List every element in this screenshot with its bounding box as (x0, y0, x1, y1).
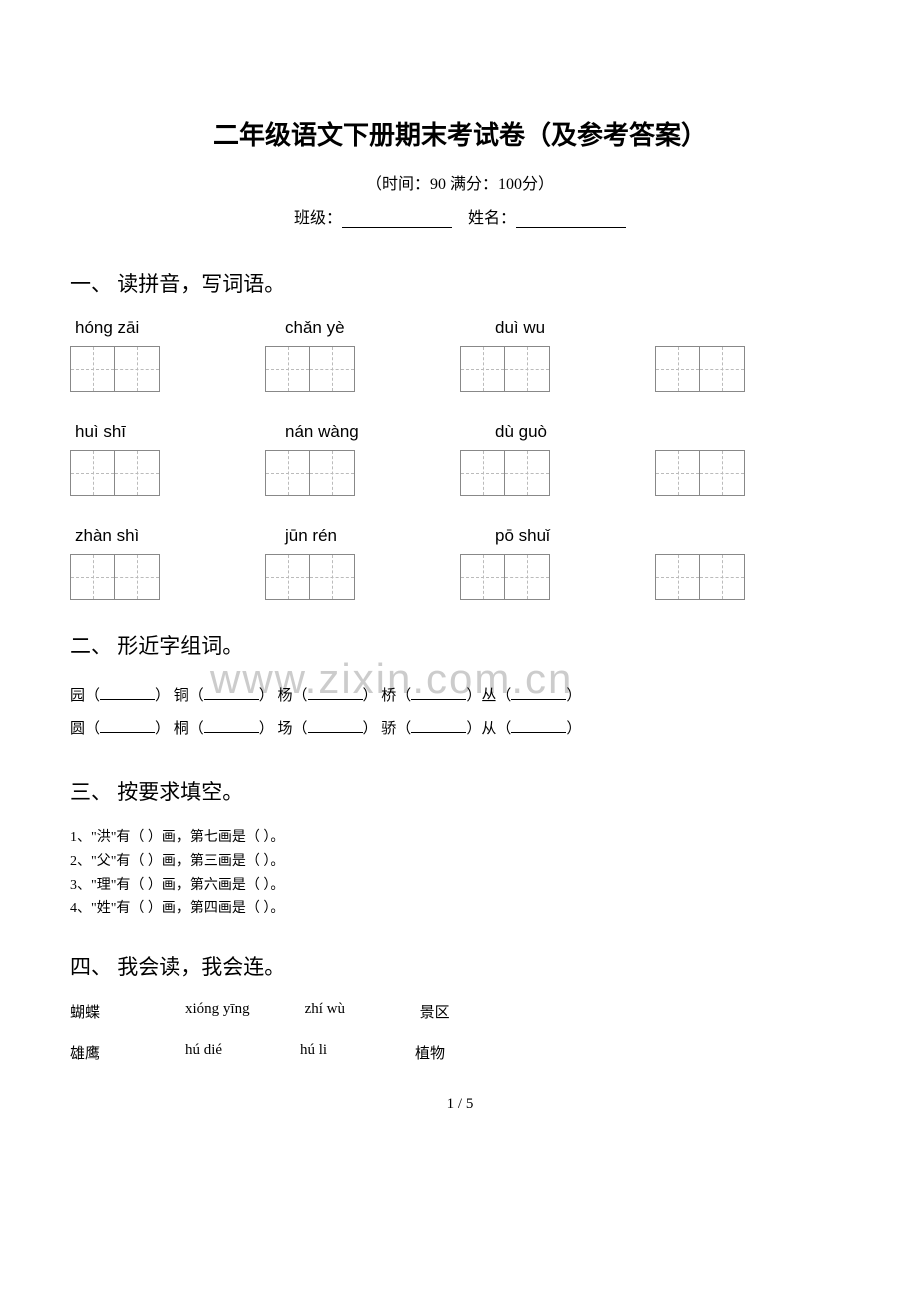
tian-box (265, 554, 355, 600)
box-row-1 (70, 346, 850, 392)
s2-t: ） 骄（ (363, 721, 412, 737)
section2-line1: 园（ ） 铜（ ） 杨（ ） 桥（ ）丛（ ） (70, 680, 850, 713)
match-2-4: 植物 (415, 1042, 475, 1063)
tian-box (655, 554, 745, 600)
match-row-1: 蝴蝶 xióng yīng zhí wù 景区 (70, 1001, 850, 1022)
tian-box (70, 554, 160, 600)
class-blank (342, 210, 452, 228)
section2-heading: 二、 形近字组词。 (70, 630, 850, 660)
match-1-2: xióng yīng (185, 1001, 250, 1022)
blank (511, 719, 566, 733)
blank (204, 686, 259, 700)
match-2-2: hú dié (185, 1042, 245, 1063)
section4-heading: 四、 我会读，我会连。 (70, 951, 850, 981)
match-2-1: 雄鹰 (70, 1042, 130, 1063)
pinyin-2-3: dù guò (495, 422, 645, 442)
section1-heading: 一、 读拼音，写词语。 (70, 268, 850, 298)
match-1-4: 景区 (420, 1001, 480, 1022)
tian-box (460, 346, 550, 392)
blank (411, 719, 466, 733)
page-number: 1 / 5 (447, 1096, 474, 1113)
pinyin-row-3: zhàn shì jūn rén pō shuǐ (75, 526, 850, 546)
info-line: 班级： 姓名： (70, 204, 850, 228)
pinyin-3-1: zhàn shì (75, 526, 225, 546)
name-blank (516, 210, 626, 228)
name-label: 姓名： (468, 210, 516, 227)
s2-t: ） 铜（ (155, 688, 204, 704)
blank (204, 719, 259, 733)
box-row-2 (70, 450, 850, 496)
s2-t: 园（ (70, 688, 100, 704)
blank (308, 686, 363, 700)
tian-box (655, 450, 745, 496)
tian-box (265, 346, 355, 392)
match-2-3: hú li (300, 1042, 360, 1063)
blank (100, 719, 155, 733)
s3-item-4: 4、"姓"有（ ）画，第四画是（ ）。 (70, 897, 850, 921)
pinyin-2-2: nán wàng (285, 422, 435, 442)
s2-t: ） 桥（ (363, 688, 412, 704)
pinyin-3-2: jūn rén (285, 526, 435, 546)
match-row-2: 雄鹰 hú dié hú li 植物 (70, 1042, 850, 1063)
s2-t: ） 场（ (259, 721, 308, 737)
s3-item-1: 1、"洪"有（ ）画，第七画是（ ）。 (70, 826, 850, 850)
pinyin-2-1: huì shī (75, 422, 225, 442)
blank (100, 686, 155, 700)
tian-box (70, 450, 160, 496)
tian-box (460, 554, 550, 600)
section3-heading: 三、 按要求填空。 (70, 776, 850, 806)
page-title: 二年级语文下册期末考试卷（及参考答案） (70, 115, 850, 152)
match-1-3: zhí wù (305, 1001, 365, 1022)
blank (511, 686, 566, 700)
pinyin-row-2: huì shī nán wàng dù guò (75, 422, 850, 442)
page-content: 二年级语文下册期末考试卷（及参考答案） （时间：90 满分：100分） 班级： … (70, 115, 850, 1063)
box-row-3 (70, 554, 850, 600)
s3-item-3: 3、"理"有（ ）画，第六画是（ ）。 (70, 874, 850, 898)
s2-t: ） 桐（ (155, 721, 204, 737)
tian-box (265, 450, 355, 496)
match-1-1: 蝴蝶 (70, 1001, 130, 1022)
subtitle: （时间：90 满分：100分） (70, 170, 850, 194)
s2-t: ）从（ (466, 721, 511, 737)
tian-box (655, 346, 745, 392)
tian-box (70, 346, 160, 392)
pinyin-row-1: hóng zāi chǎn yè duì wu (75, 318, 850, 338)
pinyin-1-1: hóng zāi (75, 318, 225, 338)
blank (308, 719, 363, 733)
s2-t: ） (566, 688, 581, 704)
s3-item-2: 2、"父"有（ ）画，第三画是（ ）。 (70, 850, 850, 874)
s2-t: ） (566, 721, 581, 737)
s2-t: 圆（ (70, 721, 100, 737)
pinyin-3-3: pō shuǐ (495, 526, 645, 546)
section2-line2: 圆（ ） 桐（ ） 场（ ） 骄（ ）从（ ） (70, 713, 850, 746)
s2-t: ）丛（ (466, 688, 511, 704)
pinyin-1-3: duì wu (495, 318, 645, 338)
blank (411, 686, 466, 700)
tian-box (460, 450, 550, 496)
s2-t: ） 杨（ (259, 688, 308, 704)
class-label: 班级： (294, 210, 342, 227)
pinyin-1-2: chǎn yè (285, 318, 435, 338)
